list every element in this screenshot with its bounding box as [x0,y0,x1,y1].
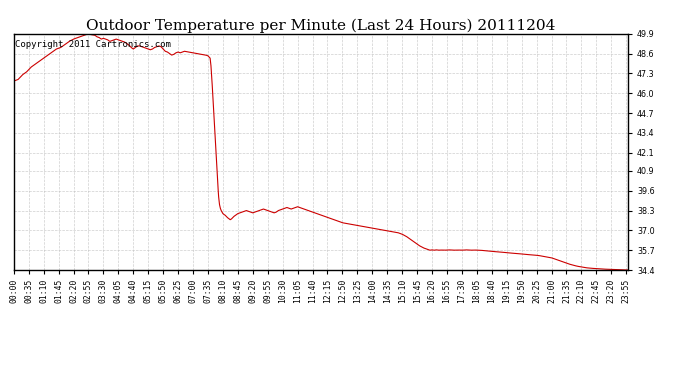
Title: Outdoor Temperature per Minute (Last 24 Hours) 20111204: Outdoor Temperature per Minute (Last 24 … [86,18,555,33]
Text: Copyright 2011 Cartronics.com: Copyright 2011 Cartronics.com [15,40,171,49]
